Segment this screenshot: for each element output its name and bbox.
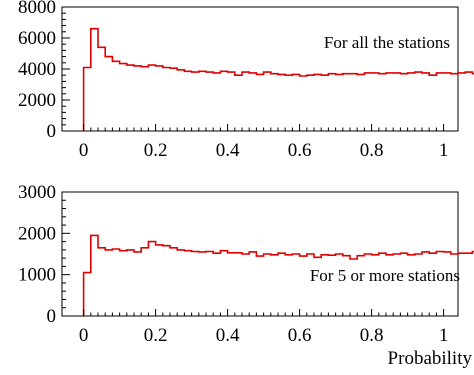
bottom-x-tick-label: 1 <box>439 325 449 346</box>
top-y-tick-label: 4000 <box>18 59 56 80</box>
bottom-annotation: For 5 or more stations <box>310 266 460 285</box>
x-axis-title: Probability <box>388 348 473 369</box>
bottom-y-tick-label: 2000 <box>18 223 56 244</box>
bottom-x-tick-label: 0.4 <box>216 325 240 346</box>
bottom-x-tick-label: 0 <box>79 325 89 346</box>
top-x-tick-label: 0.8 <box>360 140 384 161</box>
bottom-x-tick-label: 0.8 <box>360 325 384 346</box>
top-histogram-series-layer <box>82 27 474 131</box>
bottom-histogram-series-layer <box>82 234 474 316</box>
bottom-histogram-panel: 0 0.2 0.4 0.6 0.8 1 0 1000 2000 3000 For 5 or mor… <box>18 182 474 369</box>
top-x-tick-label: 0 <box>79 140 89 161</box>
top-x-tick-label: 1 <box>439 140 449 161</box>
bottom-x-tick-label: 0.6 <box>288 325 312 346</box>
top-x-tick-label: 0.6 <box>288 140 312 161</box>
bottom-histogram-line <box>82 234 474 316</box>
bottom-axis-layer: 0 0.2 0.4 0.6 0.8 1 0 1000 2000 3000 <box>18 182 448 346</box>
bottom-x-tick-label: 0.2 <box>144 325 168 346</box>
bottom-y-tick-label: 3000 <box>18 182 56 203</box>
top-y-tick-label: 6000 <box>18 28 56 49</box>
top-histogram-line <box>82 27 474 131</box>
bottom-y-tick-label: 1000 <box>18 265 56 286</box>
bottom-y-tick-label: 0 <box>47 306 57 327</box>
top-plot-frame <box>61 6 459 132</box>
top-y-tick-label: 0 <box>47 121 57 142</box>
top-y-tick-label: 8000 <box>18 0 56 18</box>
top-histogram-panel: 0 0.2 0.4 0.6 0.8 1 0 2000 4000 6000 8000 For all … <box>18 0 474 161</box>
top-annotation: For all the stations <box>324 33 450 52</box>
top-axis-layer: 0 0.2 0.4 0.6 0.8 1 0 2000 4000 6000 8000 <box>18 0 448 161</box>
top-y-tick-label: 2000 <box>18 90 56 111</box>
top-x-tick-label: 0.4 <box>216 140 240 161</box>
top-x-tick-label: 0.2 <box>144 140 168 161</box>
